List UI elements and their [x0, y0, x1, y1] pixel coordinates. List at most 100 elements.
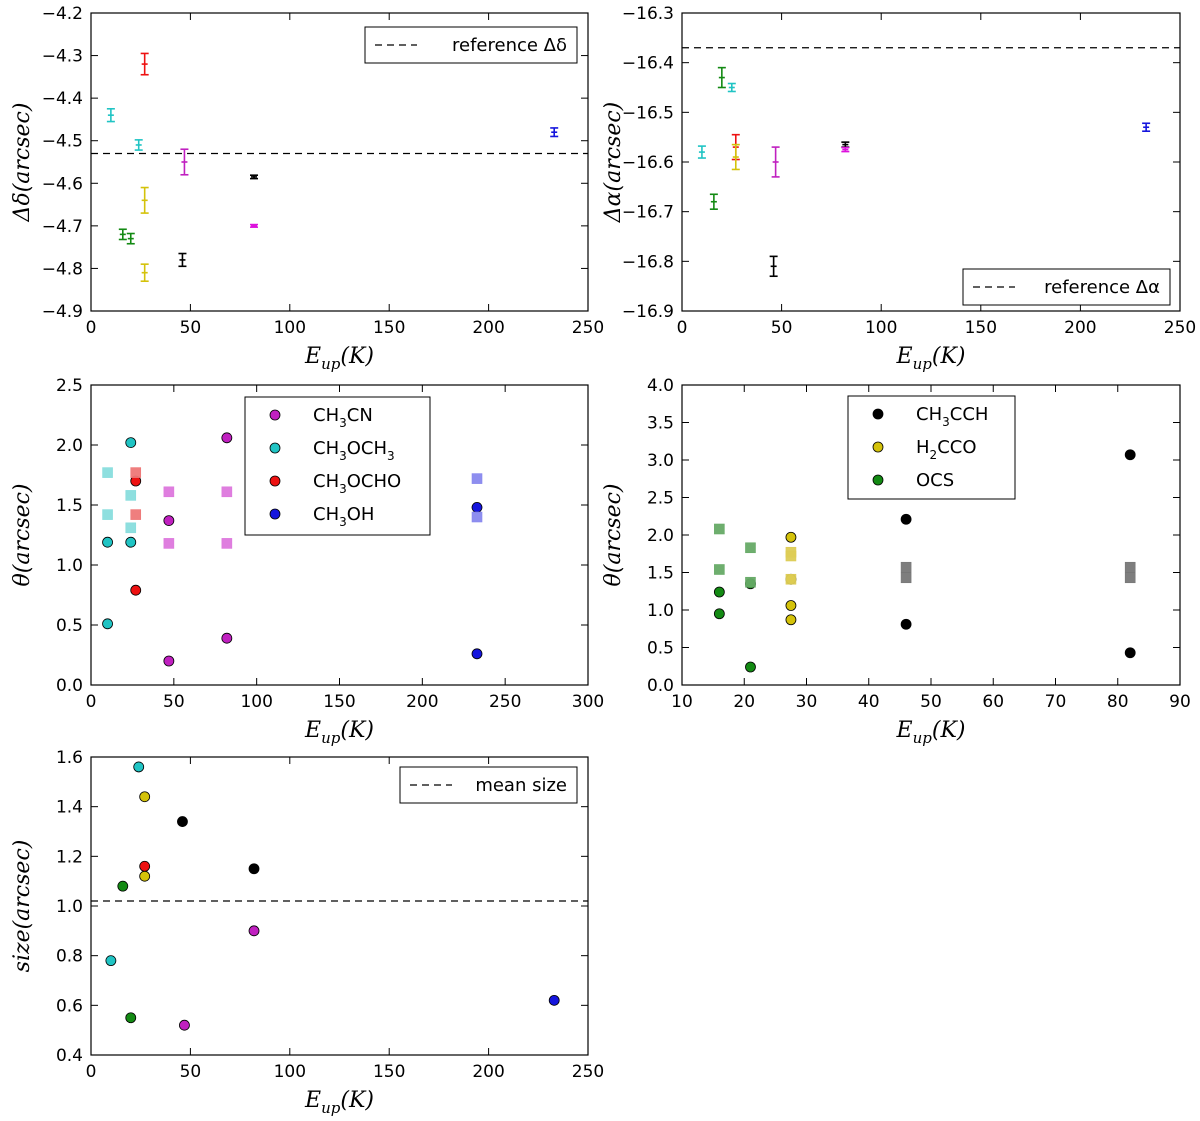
square-marker [714, 523, 725, 535]
panel-theta1: 0 50 100 150 200 250 300 0.0 0.5 1.0 1.5 2.0 2.5 Eup(… [10, 376, 604, 747]
y-tick-label: −16.6 [622, 153, 674, 173]
legend: reference Δα [962, 268, 1171, 306]
circle-marker [125, 437, 137, 449]
legend-label: reference Δδ [452, 35, 567, 56]
x-tick-label: 250 [1164, 318, 1196, 338]
circle-marker [221, 432, 233, 444]
data-point [105, 955, 117, 967]
square-marker [900, 561, 912, 573]
y-tick-label: −4.7 [42, 217, 83, 237]
x-tick-label: 200 [472, 1062, 504, 1082]
x-tick-label: 0 [677, 318, 688, 338]
x-axis-label: Eup(K) [304, 718, 374, 747]
panel-theta2: 10 20 30 40 50 60 70 80 90 0.0 0.5 1.0 1.5 2.0 2.5 3.0 3… [601, 376, 1191, 747]
square-marker [745, 576, 756, 588]
y-tick-label: 1.5 [647, 564, 674, 584]
legend-label: CH3CCH [916, 404, 988, 429]
y-tick-label: −4.4 [42, 89, 83, 109]
circle-marker [745, 661, 756, 673]
circle-marker [125, 536, 137, 548]
legend-label: H2CCO [916, 437, 977, 462]
legend-marker [269, 442, 281, 454]
data-point [117, 880, 129, 892]
errorbar-point [140, 263, 149, 283]
circle-marker [221, 632, 233, 644]
y-tick-label: 0.8 [56, 947, 83, 967]
x-tick-label: 100 [274, 1062, 306, 1082]
legend-marker [269, 409, 281, 421]
y-tick-label: 2.0 [647, 526, 674, 546]
square-marker [785, 550, 797, 562]
errorbar-point [180, 148, 189, 176]
errorbar-point [841, 146, 850, 153]
legend: CH3CN CH3OCH3 CH3OCHO CH3OH [244, 396, 431, 536]
x-tick-label: 250 [572, 318, 604, 338]
y-tick-label: −4.2 [42, 4, 83, 24]
y-tick-label: −4.9 [42, 302, 83, 322]
circle-marker [713, 586, 725, 598]
y-tick-label: 1.5 [56, 496, 83, 516]
y-tick-label: 1.6 [56, 748, 83, 768]
x-tick-label: 250 [489, 692, 521, 712]
errorbar-point [717, 66, 726, 89]
y-axis-label: size(arcsec) [10, 840, 35, 973]
square-marker [714, 564, 725, 575]
x-tick-label: 30 [796, 692, 818, 712]
y-axis-label: θ(arcsec) [601, 484, 626, 587]
legend-marker [269, 475, 281, 487]
panel-ddec: 0 50 100 150 200 250 −4.9 −4.8 −4.7 −4.6 −4.5 −4.4 −… [10, 4, 604, 373]
square-marker [471, 473, 483, 484]
plot-frame [681, 12, 1181, 312]
circle-marker [130, 584, 142, 596]
square-marker [221, 538, 233, 549]
circle-marker [713, 608, 725, 620]
legend: reference Δδ [364, 26, 578, 64]
circle-marker [785, 600, 797, 611]
x-tick-label: 80 [1107, 692, 1129, 712]
errorbar-point [769, 255, 778, 278]
y-tick-label: 0.6 [56, 996, 83, 1016]
square-marker [900, 572, 912, 584]
panel-dra: 0 50 100 150 200 250 −16.9 −16.8 −16.7 −16.6 −16.5… [601, 4, 1196, 373]
y-tick-label: −16.3 [622, 4, 674, 24]
legend-label: OCS [916, 470, 954, 491]
x-tick-label: 250 [572, 1062, 604, 1082]
x-tick-label: 50 [920, 692, 942, 712]
y-tick-label: −16.4 [622, 54, 674, 74]
circle-marker [471, 648, 483, 660]
square-marker [1124, 572, 1136, 584]
errorbar-point [126, 232, 135, 245]
legend-label: CH3OCH3 [313, 438, 395, 463]
legend-marker [269, 508, 281, 520]
errorbar-point [118, 228, 127, 241]
y-tick-label: −16.5 [622, 103, 674, 123]
data-point [248, 925, 260, 937]
square-marker [1124, 561, 1136, 573]
x-axis-label: Eup(K) [896, 344, 966, 373]
y-axis-label: θ(arcsec) [10, 484, 35, 587]
circle-marker [785, 531, 797, 543]
legend-label: CH3OCHO [313, 471, 401, 496]
errorbar-point [731, 143, 740, 171]
y-tick-label: 1.2 [56, 847, 83, 867]
y-tick-label: 0.0 [56, 676, 83, 696]
y-tick-label: 1.0 [56, 897, 83, 917]
x-tick-label: 50 [163, 692, 185, 712]
errorbar-point [134, 139, 143, 151]
errorbar-point [106, 107, 115, 123]
data-point [177, 816, 188, 827]
errorbar-point [250, 174, 259, 180]
x-tick-label: 150 [965, 318, 997, 338]
errorbar-point [140, 52, 149, 76]
y-tick-label: 2.0 [56, 436, 83, 456]
y-tick-label: 0.0 [647, 676, 674, 696]
circle-marker [102, 536, 113, 548]
circle-marker [163, 655, 175, 667]
legend: mean size [399, 766, 578, 804]
x-tick-label: 200 [406, 692, 438, 712]
y-tick-label: 4.0 [647, 376, 674, 396]
square-marker [745, 542, 756, 554]
legend-marker [872, 474, 884, 486]
square-marker [471, 511, 483, 523]
